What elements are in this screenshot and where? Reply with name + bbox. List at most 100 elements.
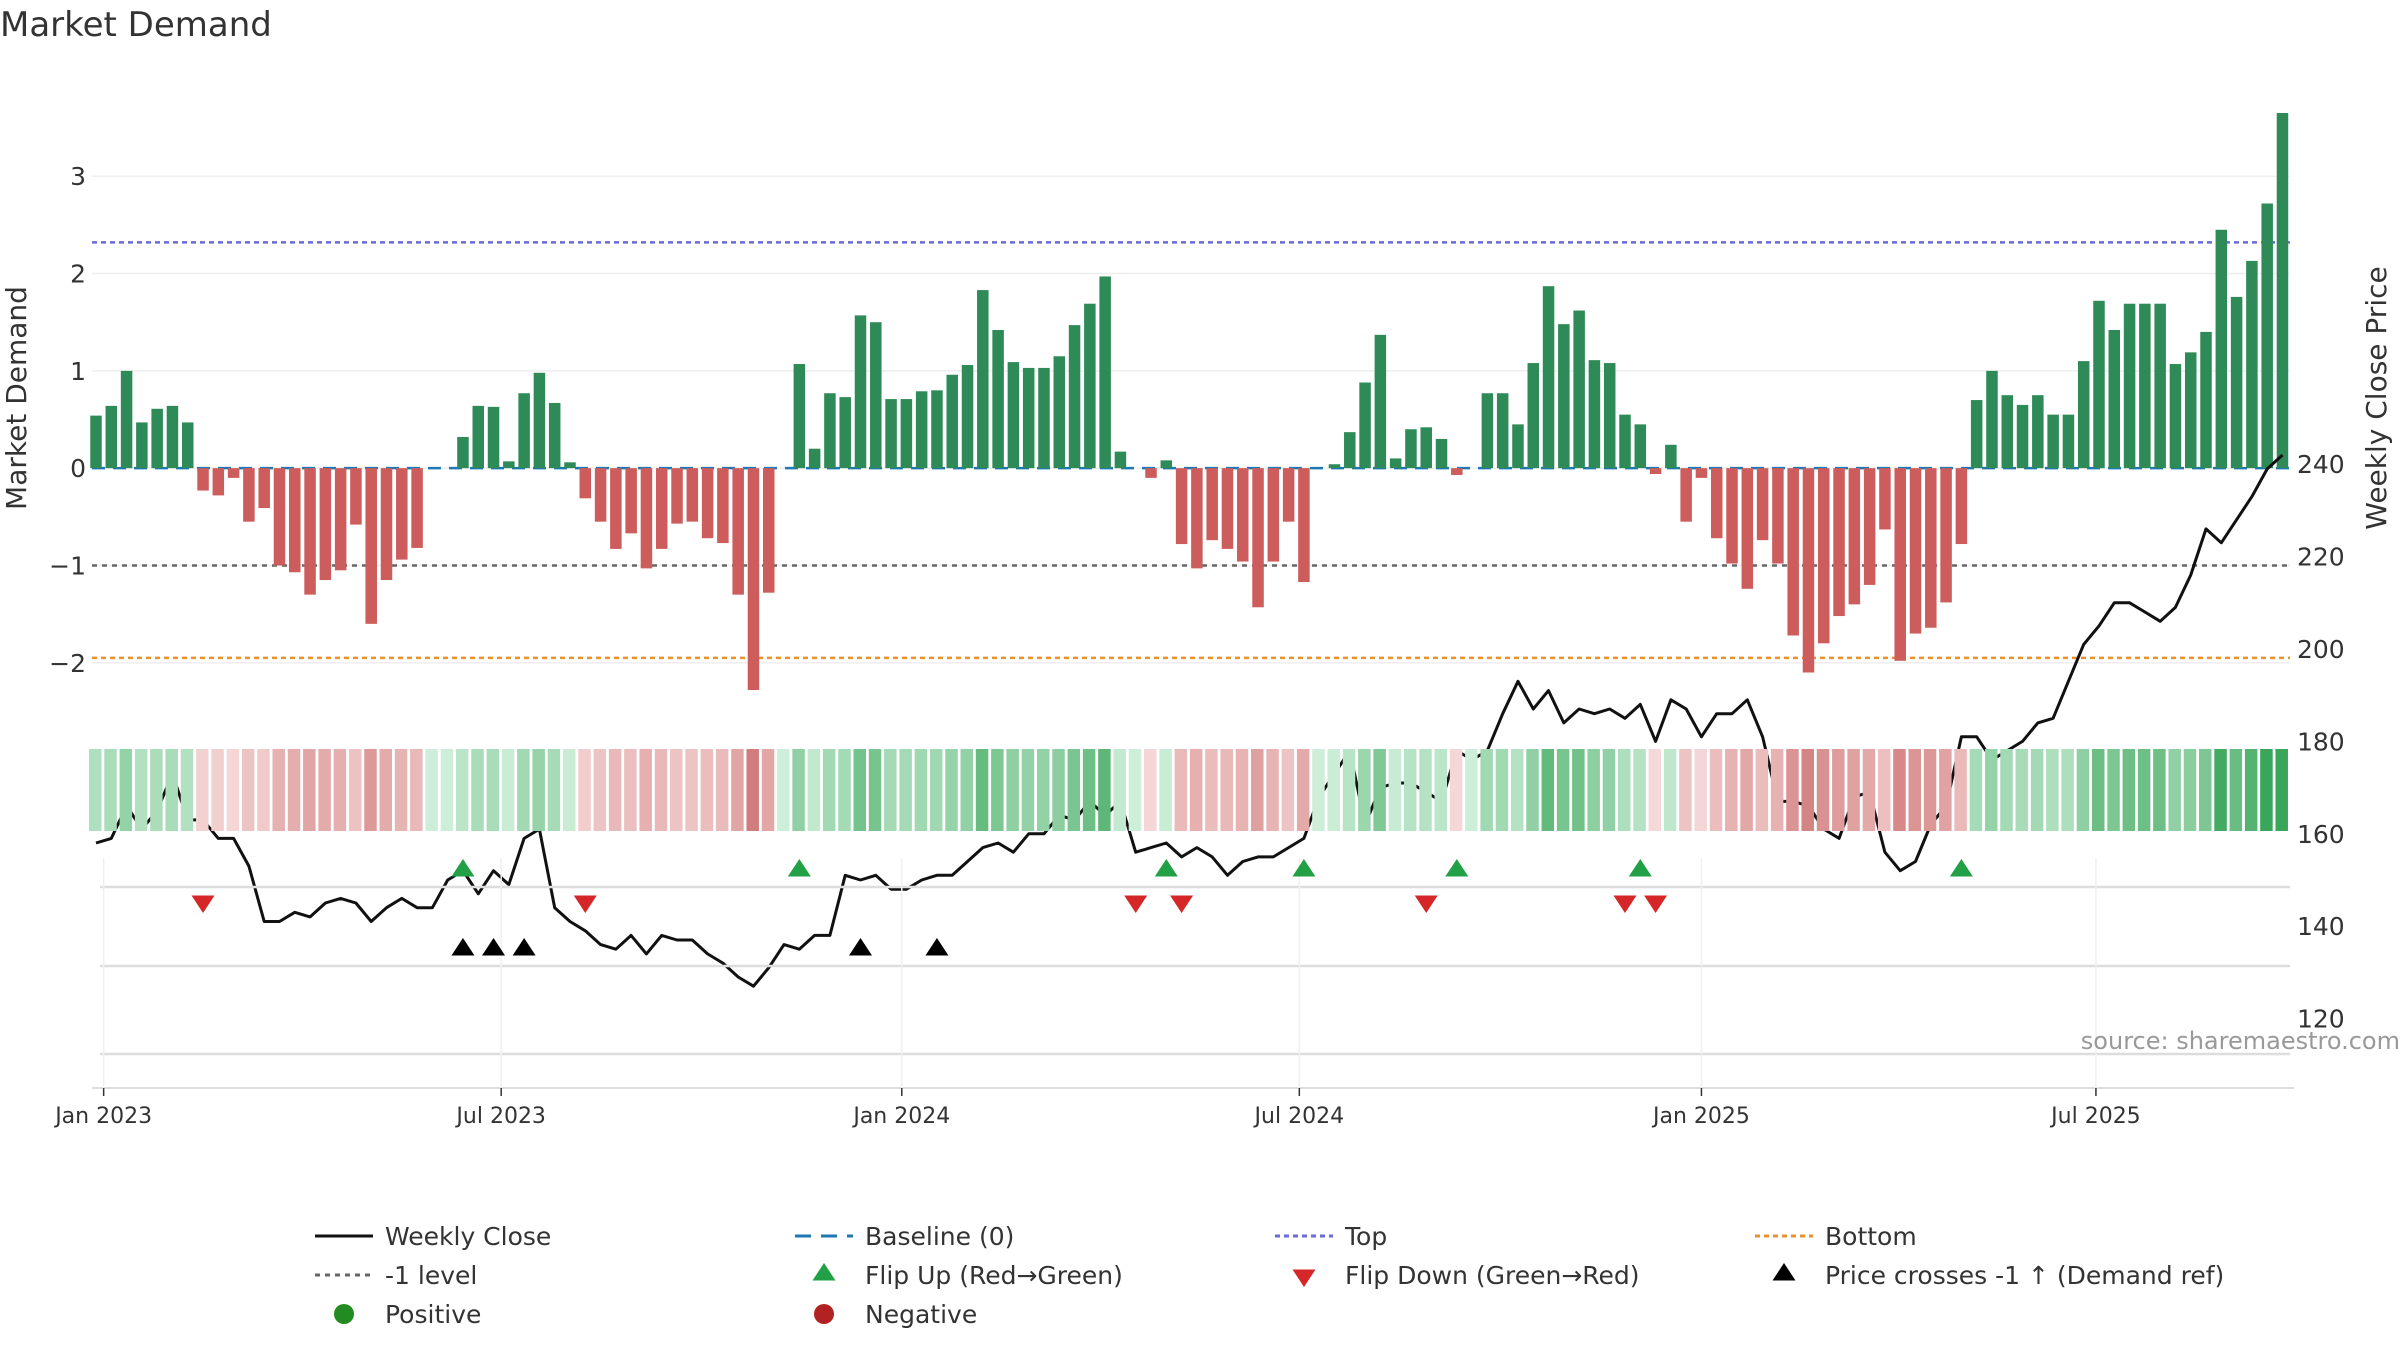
demand-bar <box>105 405 118 469</box>
heat-cell <box>1862 749 1876 831</box>
flip-down-marker <box>573 895 597 913</box>
demand-bar <box>594 468 607 522</box>
right-tick-label: 240 <box>2297 450 2345 479</box>
legend-bottom: Bottom <box>1825 1222 1917 1251</box>
demand-bar <box>1099 276 1111 469</box>
legend-top: Top <box>1344 1222 1387 1251</box>
price-cross-marker <box>849 938 872 956</box>
demand-bar <box>2093 300 2105 469</box>
demand-bar <box>1603 363 1616 469</box>
demand-bar <box>503 461 515 469</box>
heat-cell <box>2199 749 2212 831</box>
heat-cell <box>1419 749 1432 831</box>
heat-cell <box>1067 749 1081 831</box>
heat-cell <box>1923 749 1937 831</box>
demand-bar <box>1802 468 1815 673</box>
right-tick-label: 160 <box>2297 820 2345 849</box>
heat-cell <box>119 749 133 831</box>
demand-bar <box>90 415 102 469</box>
heat-cell <box>1052 749 1065 831</box>
heat-cell <box>1893 749 1906 831</box>
demand-bar <box>763 468 775 593</box>
heat-cell <box>134 749 148 831</box>
heat-cell <box>1877 749 1891 831</box>
heat-cell <box>2153 749 2166 831</box>
heat-cell <box>838 749 851 831</box>
flip-up-marker <box>1292 859 1316 877</box>
demand-bar <box>1237 468 1249 562</box>
demand-bar <box>732 468 744 595</box>
heat-cell <box>2229 749 2243 831</box>
heat-cell <box>211 749 224 831</box>
legend-swatch-negative <box>814 1304 834 1324</box>
demand-bar <box>334 468 347 571</box>
heat-cell <box>1281 749 1295 831</box>
demand-bar <box>273 468 286 566</box>
heat-cell <box>1847 749 1860 831</box>
heat-cell <box>1449 749 1463 831</box>
demand-bar <box>1970 400 1983 469</box>
heat-cell <box>501 749 515 831</box>
heat-cell <box>1954 749 1967 831</box>
heat-cell <box>1939 749 1952 831</box>
demand-bar <box>931 390 943 469</box>
demand-bar <box>2001 395 2013 469</box>
demand-bar <box>900 399 913 469</box>
heat-cell <box>303 749 316 831</box>
x-tick-label: Jan 2024 <box>851 1104 950 1129</box>
demand-bar <box>411 468 423 548</box>
demand-bar <box>747 468 760 690</box>
demand-bar <box>1344 432 1356 469</box>
demand-bar <box>1848 468 1861 605</box>
demand-bar <box>1925 468 1937 628</box>
heat-cell <box>822 749 836 831</box>
demand-bar <box>166 405 179 469</box>
heat-cell <box>914 749 928 831</box>
demand-bar <box>2261 203 2273 469</box>
demand-bar <box>1068 325 1081 469</box>
price-cross-marker <box>512 938 536 956</box>
heat-cell <box>624 749 637 831</box>
heat-cell <box>1984 749 1998 831</box>
heat-cell <box>945 749 958 831</box>
x-tick-label: Jan 2023 <box>53 1104 152 1129</box>
heat-cell <box>1312 749 1325 831</box>
heat-cell <box>1495 749 1509 831</box>
demand-bar <box>2169 364 2182 469</box>
demand-bar <box>365 468 377 624</box>
heat-cell <box>486 749 500 831</box>
heat-cell <box>2214 749 2227 831</box>
flip-down-marker <box>1414 895 1438 913</box>
demand-bar <box>181 422 194 469</box>
flip-down-marker <box>1613 895 1637 913</box>
demand-bar <box>2016 404 2029 469</box>
reference-lines <box>92 241 2290 660</box>
left-tick-label: 1 <box>70 357 86 386</box>
heat-cell <box>425 749 438 831</box>
heat-cell <box>1403 749 1417 831</box>
heat-cell <box>165 749 178 831</box>
heat-cell <box>1251 749 1264 831</box>
demand-bar <box>1451 468 1463 475</box>
flip-down-marker <box>1124 895 1148 913</box>
demand-bar <box>1389 458 1402 469</box>
heat-cell <box>868 749 882 831</box>
demand-bar <box>319 468 332 581</box>
heat-cell <box>2183 749 2197 831</box>
x-tick-label: Jul 2025 <box>2049 1104 2141 1129</box>
heat-cell <box>1709 749 1723 831</box>
heat-cell <box>1755 749 1769 831</box>
demand-bar <box>579 468 592 499</box>
heat-cell <box>379 749 393 831</box>
heat-cell <box>1006 749 1019 831</box>
demand-bar <box>1405 429 1417 469</box>
demand-bar <box>1634 424 1647 469</box>
chart-title: Market Demand <box>0 5 272 45</box>
flip-up-marker <box>1949 859 1973 877</box>
demand-bar <box>518 393 530 469</box>
demand-bar <box>625 468 637 534</box>
left-tick-label: 0 <box>70 454 86 483</box>
legend-flip-up: Flip Up (Red→Green) <box>865 1261 1123 1290</box>
heat-cell <box>440 749 454 831</box>
flip-down-marker <box>1170 895 1194 913</box>
